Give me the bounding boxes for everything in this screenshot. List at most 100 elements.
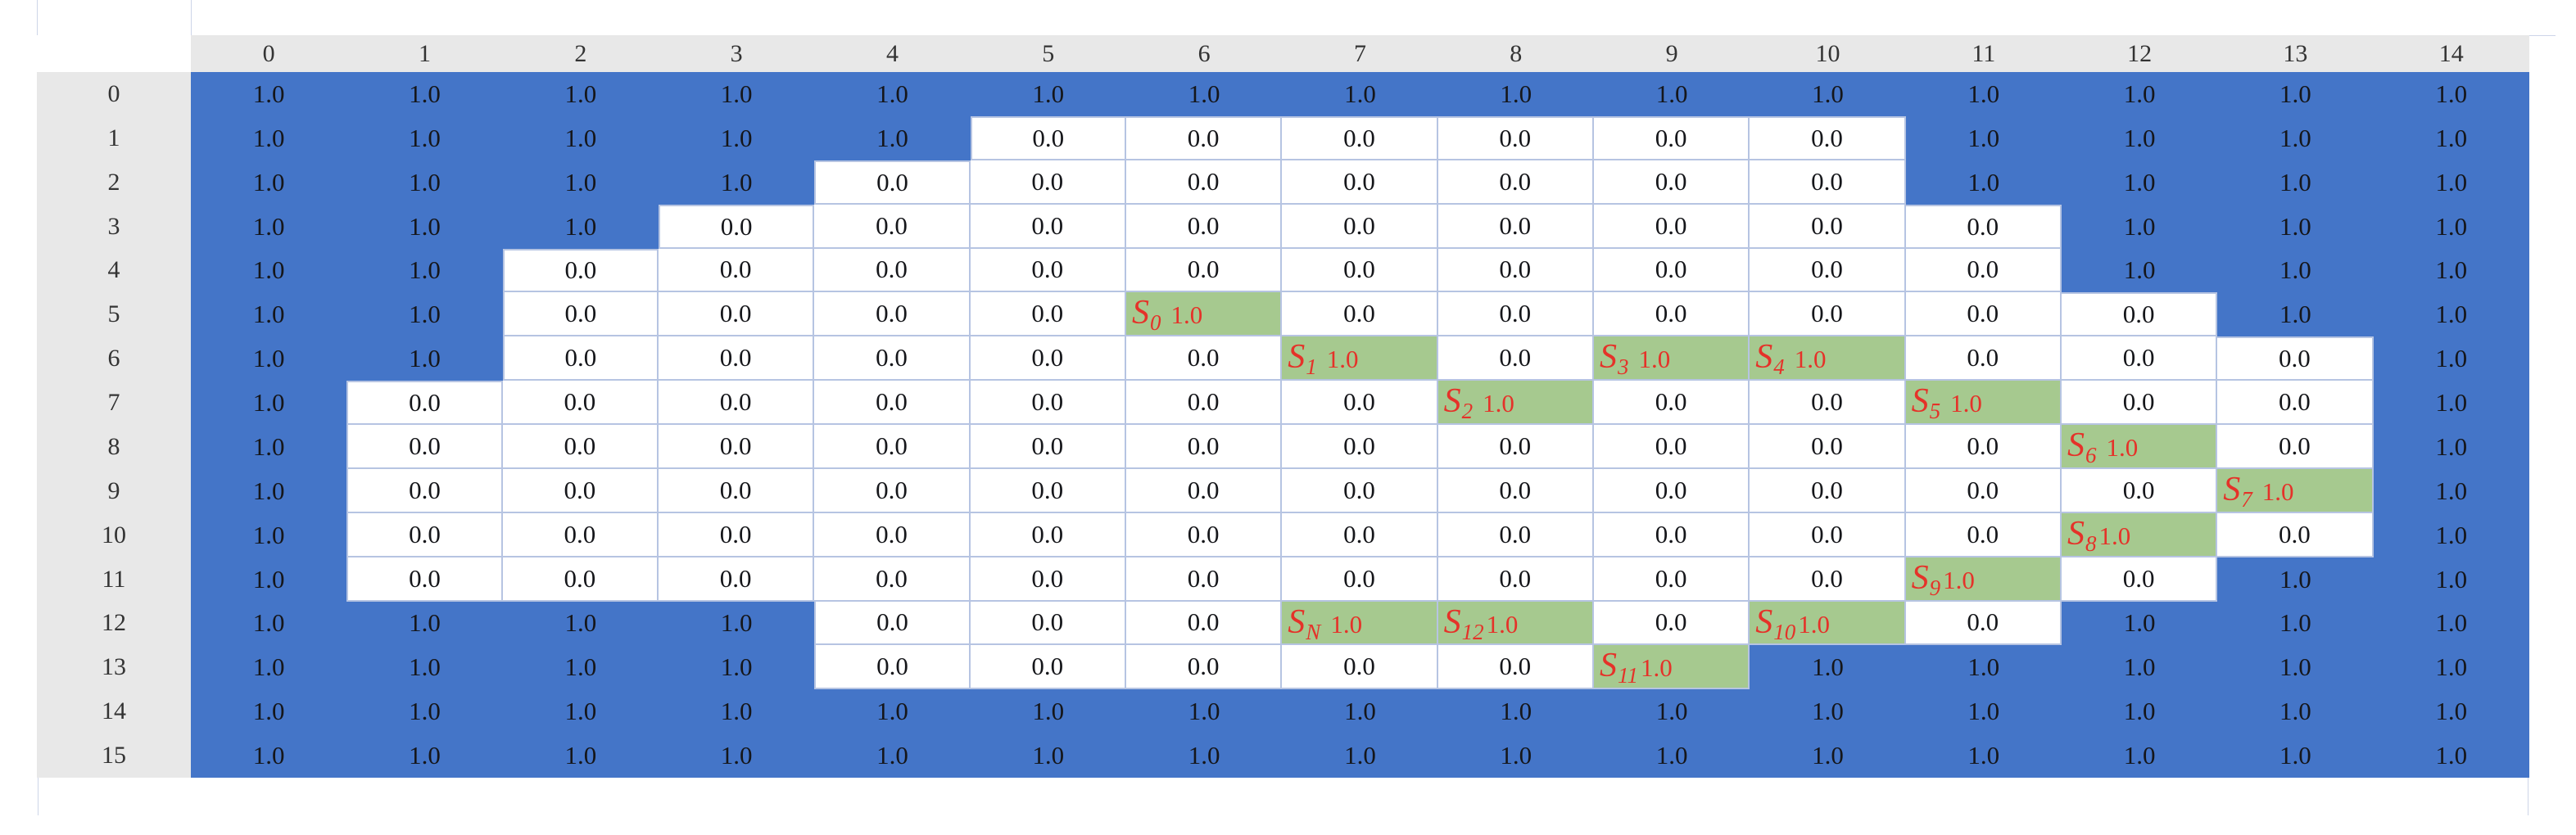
matrix-cell: 0.0 bbox=[1125, 160, 1283, 205]
matrix-cell: 0.0 bbox=[1282, 248, 1438, 293]
matrix-cell: 0.0 bbox=[1125, 115, 1283, 160]
matrix-cell: 1.0 bbox=[191, 336, 347, 381]
matrix-cell: 1.0 bbox=[502, 72, 659, 116]
state-value: 1.0 bbox=[1483, 389, 1514, 418]
matrix-cell: 1.0 bbox=[346, 292, 503, 337]
matrix-cell: 0.0 bbox=[658, 425, 815, 469]
matrix-cell: 1.0 bbox=[1437, 689, 1594, 734]
matrix-cell: 0.0 bbox=[970, 601, 1126, 646]
state-cell: S9 1.0 bbox=[1905, 557, 2062, 602]
grid-line-top-left bbox=[37, 0, 38, 35]
matrix-cell: 0.0 bbox=[1125, 468, 1283, 513]
matrix-cell: 0.0 bbox=[970, 512, 1126, 557]
matrix-cell: 1.0 bbox=[2373, 557, 2529, 602]
matrix-cell: 1.0 bbox=[1125, 689, 1283, 734]
matrix-cell: 1.0 bbox=[2061, 248, 2218, 293]
column-header-cell: 13 bbox=[2217, 35, 2374, 72]
matrix-cell: 1.0 bbox=[2217, 601, 2374, 646]
matrix-cell: 0.0 bbox=[970, 292, 1126, 337]
state-cell: S8 1.0 bbox=[2061, 512, 2218, 557]
matrix-cell: 0.0 bbox=[658, 292, 815, 337]
matrix-cell: 0.0 bbox=[970, 468, 1126, 513]
matrix-cell: 0.0 bbox=[814, 292, 971, 337]
matrix-cell: 1.0 bbox=[658, 601, 815, 646]
state-value: 1.0 bbox=[1943, 565, 1975, 594]
row-header-cell: 5 bbox=[37, 292, 191, 337]
matrix-cell: 0.0 bbox=[1437, 468, 1594, 513]
matrix-cell: 0.0 bbox=[970, 645, 1126, 690]
matrix-cell: 0.0 bbox=[1125, 381, 1283, 425]
row-header-cell: 0 bbox=[37, 72, 191, 116]
matrix-cell: 0.0 bbox=[658, 336, 815, 381]
matrix-cell: 1.0 bbox=[502, 733, 659, 778]
row-header-cell: 8 bbox=[37, 425, 191, 469]
matrix-cell: 0.0 bbox=[814, 645, 971, 690]
matrix-cell: 0.0 bbox=[1750, 248, 1906, 293]
matrix-cell: 0.0 bbox=[1437, 204, 1594, 249]
matrix-cell: 1.0 bbox=[191, 425, 347, 469]
matrix-cell: 0.0 bbox=[1593, 292, 1750, 337]
matrix-cell: 0.0 bbox=[346, 512, 503, 557]
matrix-cell: 1.0 bbox=[1905, 689, 2062, 734]
matrix-cell: 1.0 bbox=[814, 689, 971, 734]
matrix-cell: 1.0 bbox=[2061, 160, 2218, 205]
matrix-cell: 1.0 bbox=[2217, 733, 2374, 778]
state-cell: S1 1.0 bbox=[1282, 336, 1438, 381]
matrix-cell: 0.0 bbox=[1905, 292, 2062, 337]
matrix-cell: 0.0 bbox=[2217, 381, 2374, 425]
state-cell: S6 1.0 bbox=[2061, 425, 2218, 469]
matrix-cell: 0.0 bbox=[502, 336, 659, 381]
matrix-cell: 1.0 bbox=[658, 689, 815, 734]
matrix-cell: 0.0 bbox=[1437, 557, 1594, 602]
column-header-cell: 2 bbox=[502, 35, 659, 72]
matrix-cell: 1.0 bbox=[346, 115, 503, 160]
matrix-cell: 0.0 bbox=[502, 248, 659, 293]
matrix-cell: 0.0 bbox=[1750, 115, 1906, 160]
matrix-cell: 0.0 bbox=[1125, 248, 1283, 293]
matrix-cell: 0.0 bbox=[970, 248, 1126, 293]
matrix-cell: 0.0 bbox=[1125, 425, 1283, 469]
row-header-cell: 1 bbox=[37, 115, 191, 160]
matrix-cell: 0.0 bbox=[1282, 204, 1438, 249]
column-header-cell: 0 bbox=[191, 35, 347, 72]
matrix-cell: 0.0 bbox=[1437, 336, 1594, 381]
matrix-cell: 0.0 bbox=[814, 425, 971, 469]
matrix-cell: 0.0 bbox=[658, 248, 815, 293]
state-value: 1.0 bbox=[1640, 653, 1673, 683]
column-header-cell: 9 bbox=[1593, 35, 1750, 72]
matrix-cell: 0.0 bbox=[1750, 381, 1906, 425]
matrix-cell: 1.0 bbox=[1125, 733, 1283, 778]
matrix-cell: 0.0 bbox=[658, 381, 815, 425]
matrix-cell: 1.0 bbox=[191, 292, 347, 337]
state-label: SN bbox=[1288, 603, 1321, 644]
matrix-cell: 0.0 bbox=[1905, 468, 2062, 513]
matrix-cell: 1.0 bbox=[2061, 689, 2218, 734]
matrix-cell: 1.0 bbox=[2061, 645, 2218, 690]
matrix-cell: 0.0 bbox=[1437, 248, 1594, 293]
matrix-cell: 1.0 bbox=[2373, 425, 2529, 469]
matrix-cell: 0.0 bbox=[1125, 204, 1283, 249]
matrix-cell: 0.0 bbox=[1593, 248, 1750, 293]
matrix-cell: 1.0 bbox=[1282, 733, 1438, 778]
row-header-cell: 11 bbox=[37, 557, 191, 602]
matrix-cell: 0.0 bbox=[658, 468, 815, 513]
state-label: S7 bbox=[2223, 470, 2252, 512]
matrix-cell: 1.0 bbox=[2217, 292, 2374, 337]
matrix-cell: 0.0 bbox=[502, 292, 659, 337]
matrix-cell: 1.0 bbox=[1593, 733, 1750, 778]
row-header-cell: 14 bbox=[37, 689, 191, 734]
matrix-cell: 1.0 bbox=[191, 601, 347, 646]
matrix-cell: 0.0 bbox=[346, 381, 503, 425]
matrix-cell: 1.0 bbox=[346, 601, 503, 646]
row-header-cell: 12 bbox=[37, 601, 191, 646]
state-cell: S11 1.0 bbox=[1593, 645, 1750, 690]
matrix-cell: 1.0 bbox=[814, 733, 971, 778]
state-value: 1.0 bbox=[1638, 345, 1671, 374]
matrix-cell: 0.0 bbox=[1750, 204, 1906, 249]
matrix-cell: 0.0 bbox=[814, 160, 971, 205]
state-label: S8 bbox=[2067, 514, 2097, 556]
matrix-cell: 1.0 bbox=[1593, 72, 1750, 116]
grid-line-top-left-2 bbox=[191, 0, 192, 35]
matrix-cell: 1.0 bbox=[191, 645, 347, 690]
matrix-cell: 0.0 bbox=[814, 381, 971, 425]
